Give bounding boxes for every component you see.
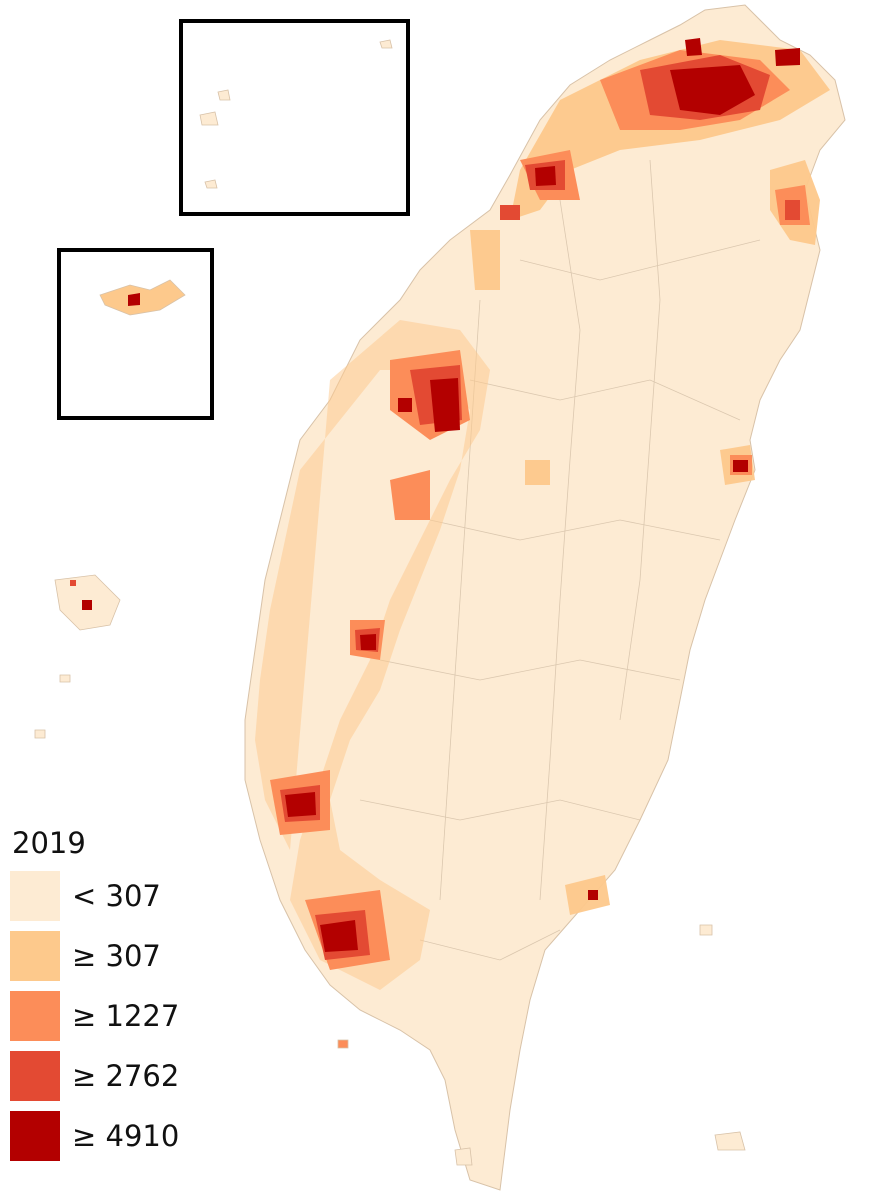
legend-swatch-3	[10, 991, 60, 1041]
legend-item-2: ≥ 307	[10, 926, 179, 986]
legend-item-1: < 307	[10, 866, 179, 926]
legend-label-4: ≥ 2762	[72, 1059, 180, 1093]
legend-item-5: ≥ 4910	[10, 1106, 179, 1166]
island-hotspots	[70, 293, 140, 610]
legend-swatch-4	[10, 1051, 60, 1101]
legend-label-1: < 307	[72, 879, 161, 913]
legend-item-4: ≥ 2762	[10, 1046, 179, 1106]
legend-item-3: ≥ 1227	[10, 986, 179, 1046]
density-4910	[285, 38, 800, 952]
legend-label-3: ≥ 1227	[72, 999, 180, 1033]
legend-swatch-1	[10, 871, 60, 921]
inset-box-upper	[179, 19, 410, 216]
inset-box-lower	[57, 248, 214, 420]
map-legend: 2019 < 307 ≥ 307 ≥ 1227 ≥ 2762 ≥ 4910	[10, 820, 179, 1166]
legend-label-2: ≥ 307	[72, 939, 161, 973]
legend-label-5: ≥ 4910	[72, 1119, 180, 1153]
legend-swatch-2	[10, 931, 60, 981]
legend-title: 2019	[12, 826, 86, 860]
legend-swatch-5	[10, 1111, 60, 1161]
